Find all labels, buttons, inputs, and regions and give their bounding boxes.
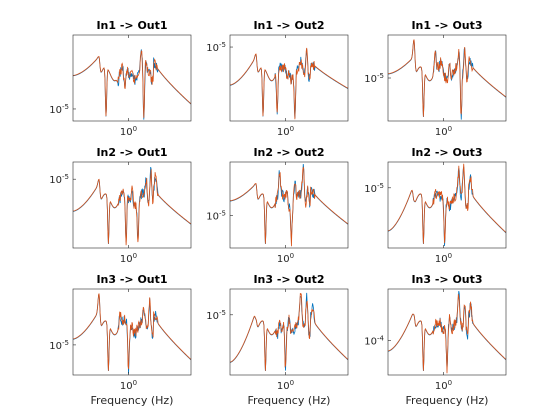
subplot-title: In1 -> Out1 bbox=[96, 19, 167, 32]
axes-frame bbox=[229, 34, 349, 122]
x-tick-label: 100 bbox=[435, 125, 452, 138]
series-line-orange bbox=[73, 293, 191, 371]
x-tick-label: 100 bbox=[277, 252, 294, 265]
x-tick-label: 100 bbox=[435, 379, 452, 392]
plot-area bbox=[73, 162, 191, 248]
plot-area bbox=[230, 289, 348, 375]
x-axis-label: Frequency (Hz) bbox=[406, 394, 489, 407]
series-line-orange bbox=[388, 294, 506, 374]
y-tick-label: 10-5 bbox=[206, 309, 226, 322]
subplot-title: In2 -> Out2 bbox=[253, 146, 324, 159]
series-line-orange bbox=[230, 47, 348, 120]
subplot-9: In3 -> Out3 100 10-4 Frequency (Hz) bbox=[364, 273, 507, 407]
x-tick-label: 100 bbox=[120, 125, 137, 138]
series-line-orange bbox=[73, 50, 191, 118]
y-tick-label: 10-5 bbox=[49, 173, 69, 186]
x-axis-label: Frequency (Hz) bbox=[91, 394, 174, 407]
subplot-title: In1 -> Out3 bbox=[411, 19, 482, 32]
axes-frame bbox=[72, 34, 192, 122]
axes-frame bbox=[229, 288, 349, 376]
x-tick-label: 100 bbox=[277, 379, 294, 392]
x-axis-label: Frequency (Hz) bbox=[248, 394, 331, 407]
subplot-1: In1 -> Out1 100 10-5 bbox=[49, 19, 192, 138]
series-line-orange bbox=[230, 166, 348, 247]
y-tick-label: 10-5 bbox=[49, 103, 69, 116]
y-tick-label: 10-5 bbox=[364, 182, 384, 195]
subplot-title: In3 -> Out3 bbox=[411, 273, 482, 286]
plot-area bbox=[73, 289, 191, 375]
subplot-6: In2 -> Out3 100 10-5 bbox=[364, 146, 507, 265]
series-line-orange bbox=[388, 163, 506, 244]
x-tick-label: 100 bbox=[277, 125, 294, 138]
subplot-4: In2 -> Out1 100 10-5 bbox=[49, 146, 192, 265]
subplot-title: In2 -> Out1 bbox=[96, 146, 167, 159]
subplot-2: In1 -> Out2 100 10-5 bbox=[206, 19, 349, 138]
y-tick-label: 10-5 bbox=[206, 209, 226, 222]
y-tick-label: 10-4 bbox=[364, 335, 384, 348]
plot-area bbox=[230, 35, 348, 121]
series-line-orange bbox=[73, 169, 191, 246]
axes-frame bbox=[387, 161, 507, 249]
subplot-title: In2 -> Out3 bbox=[411, 146, 482, 159]
axes-frame bbox=[72, 288, 192, 376]
x-tick-label: 100 bbox=[435, 252, 452, 265]
plot-area bbox=[73, 35, 191, 121]
series-line-orange bbox=[388, 39, 506, 117]
y-tick-label: 10-5 bbox=[206, 41, 226, 54]
series-line-orange bbox=[230, 292, 348, 371]
subplot-7: In3 -> Out1 100 10-5 Frequency (Hz) bbox=[49, 273, 192, 407]
subplot-8: In3 -> Out2 100 10-5 Frequency (Hz) bbox=[206, 273, 349, 407]
x-tick-label: 100 bbox=[120, 379, 137, 392]
subplot-title: In1 -> Out2 bbox=[253, 19, 324, 32]
axes-frame bbox=[229, 161, 349, 249]
y-tick-label: 10-5 bbox=[364, 72, 384, 85]
y-tick-label: 10-5 bbox=[49, 339, 69, 352]
subplot-3: In1 -> Out3 100 10-5 bbox=[364, 19, 507, 138]
axes-frame bbox=[72, 161, 192, 249]
plot-area bbox=[388, 162, 506, 248]
subplot-title: In3 -> Out1 bbox=[96, 273, 167, 286]
subplot-title: In3 -> Out2 bbox=[253, 273, 324, 286]
x-tick-label: 100 bbox=[120, 252, 137, 265]
axes-frame bbox=[387, 288, 507, 376]
subplot-5: In2 -> Out2 100 10-5 bbox=[206, 146, 349, 265]
